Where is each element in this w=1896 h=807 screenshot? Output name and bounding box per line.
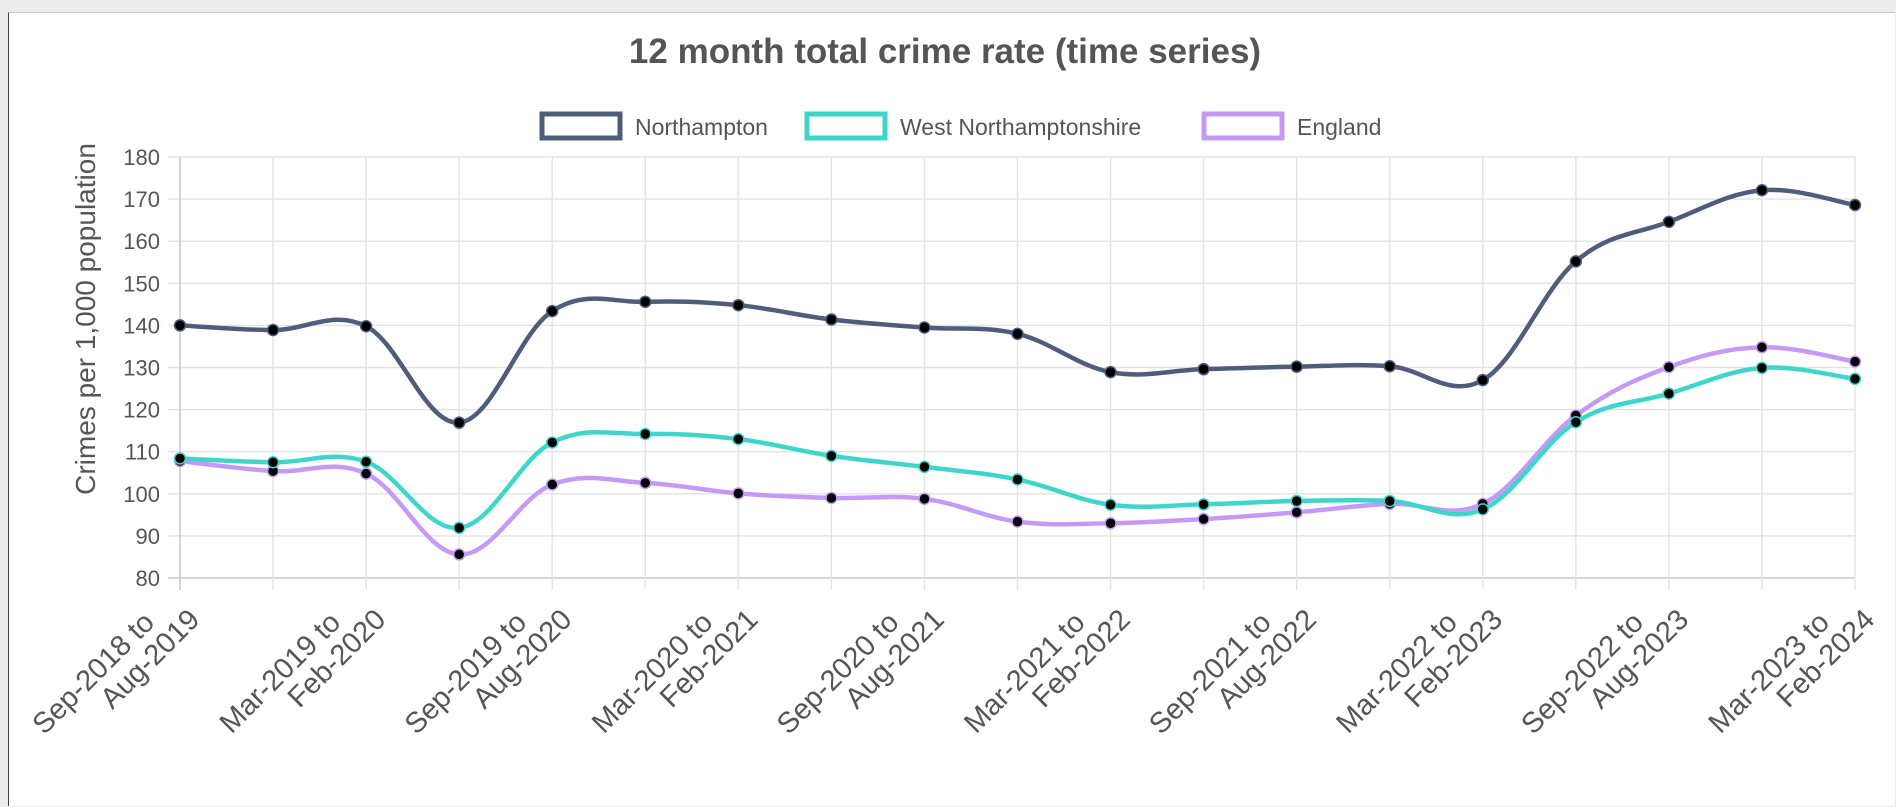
y-axis-label: Crimes per 1,000 population (70, 143, 101, 495)
legend-swatch (1201, 111, 1285, 141)
legend-label: Northampton (635, 114, 768, 140)
data-point-northampton[interactable] (825, 313, 838, 326)
y-tick-label: 160 (123, 229, 160, 254)
data-point-west-northamptonshire[interactable] (266, 455, 280, 469)
y-tick-label: 90 (136, 524, 160, 549)
legend-label: England (1297, 114, 1381, 140)
data-point-england[interactable] (1755, 341, 1769, 354)
y-tick-label: 150 (123, 271, 160, 296)
data-point-england[interactable] (545, 478, 559, 491)
data-point-northampton[interactable] (1848, 198, 1862, 212)
data-point-england[interactable] (639, 476, 652, 490)
data-point-west-northamptonshire[interactable] (1569, 415, 1583, 429)
data-point-west-northamptonshire[interactable] (1476, 503, 1490, 516)
data-point-northampton[interactable] (359, 319, 373, 333)
data-point-england[interactable] (1197, 512, 1210, 526)
data-point-west-northamptonshire[interactable] (1662, 387, 1676, 400)
legend-item-west-northamptonshire[interactable]: West Northamptonshire (804, 111, 1141, 141)
legend: Northampton West Northamptonshire England (539, 111, 1381, 141)
data-point-england[interactable] (1662, 360, 1676, 374)
legend-label: West Northamptonshire (900, 114, 1141, 140)
data-point-northampton[interactable] (1755, 184, 1769, 197)
chart-title: 12 month total crime rate (time series) (629, 32, 1261, 71)
y-tick-label: 100 (123, 482, 160, 507)
data-point-northampton[interactable] (918, 321, 931, 334)
y-tick-label: 110 (125, 440, 160, 465)
data-point-west-northamptonshire[interactable] (452, 521, 466, 535)
data-point-west-northamptonshire[interactable] (1290, 494, 1303, 508)
data-point-england[interactable] (918, 492, 931, 506)
y-axis-ticks: 80 90 100 110 120 130 140 150 160 170 180 (123, 145, 160, 591)
data-point-northampton[interactable] (1011, 327, 1024, 341)
y-tick-label: 180 (123, 145, 160, 170)
legend-swatch (804, 111, 888, 141)
data-point-northampton[interactable] (1476, 373, 1490, 387)
line-chart: 12 month total crime rate (time series) … (27, 32, 1882, 741)
data-point-northampton[interactable] (173, 319, 187, 332)
y-tick-label: 170 (123, 187, 160, 212)
data-point-west-northamptonshire[interactable] (1104, 498, 1117, 511)
data-point-northampton[interactable] (1662, 215, 1676, 229)
y-tick-label: 80 (136, 566, 160, 591)
data-point-west-northamptonshire[interactable] (1197, 498, 1210, 511)
data-point-england[interactable] (1104, 517, 1117, 530)
data-point-england[interactable] (452, 548, 466, 561)
legend-item-england[interactable]: England (1201, 111, 1381, 141)
data-point-england[interactable] (1011, 515, 1024, 528)
data-point-west-northamptonshire[interactable] (732, 432, 745, 446)
data-point-west-northamptonshire[interactable] (1848, 372, 1862, 386)
data-point-west-northamptonshire[interactable] (1383, 494, 1396, 508)
data-point-northampton[interactable] (1383, 359, 1396, 373)
data-point-england[interactable] (825, 491, 838, 505)
legend-swatch (539, 111, 623, 141)
data-point-england[interactable] (359, 467, 373, 480)
data-point-west-northamptonshire[interactable] (918, 460, 931, 474)
data-point-northampton[interactable] (1104, 365, 1117, 379)
data-point-west-northamptonshire[interactable] (173, 452, 187, 465)
data-point-england[interactable] (732, 487, 745, 500)
data-point-northampton[interactable] (1197, 362, 1210, 376)
data-point-northampton[interactable] (639, 295, 652, 309)
data-point-northampton[interactable] (452, 416, 466, 429)
data-point-west-northamptonshire[interactable] (359, 455, 373, 469)
data-point-northampton[interactable] (266, 323, 280, 337)
y-tick-label: 130 (123, 356, 160, 381)
data-point-west-northamptonshire[interactable] (639, 427, 652, 441)
data-point-west-northamptonshire[interactable] (1011, 473, 1024, 486)
data-point-northampton[interactable] (1569, 255, 1583, 268)
grid-lines (168, 156, 1856, 590)
y-tick-label: 120 (123, 398, 160, 423)
y-tick-label: 140 (123, 313, 160, 338)
data-point-west-northamptonshire[interactable] (825, 449, 838, 463)
data-point-england[interactable] (1290, 506, 1303, 519)
data-point-northampton[interactable] (732, 298, 745, 312)
data-point-west-northamptonshire[interactable] (1755, 361, 1769, 375)
data-point-northampton[interactable] (545, 304, 559, 318)
series-points (173, 184, 1862, 561)
data-point-west-northamptonshire[interactable] (545, 436, 559, 449)
data-point-northampton[interactable] (1290, 360, 1303, 373)
data-point-england[interactable] (1848, 355, 1862, 368)
legend-item-northampton[interactable]: Northampton (539, 111, 768, 141)
chart-frame: 12 month total crime rate (time series) … (8, 12, 1895, 806)
